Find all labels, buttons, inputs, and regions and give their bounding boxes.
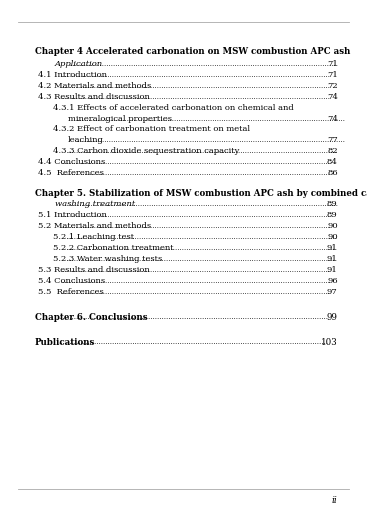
Text: ................................................................................: ........................................… (60, 288, 330, 296)
Text: 91: 91 (327, 266, 338, 274)
Text: ................................................................................: ........................................… (60, 277, 330, 285)
Text: 5.5  References: 5.5 References (38, 288, 103, 296)
Text: Chapter 6. Conclusions: Chapter 6. Conclusions (35, 313, 148, 322)
Text: 71: 71 (327, 71, 338, 79)
Text: 4.3.3 Carbon dioxide sequestration capacity: 4.3.3 Carbon dioxide sequestration capac… (53, 147, 240, 155)
Text: 90: 90 (327, 222, 338, 230)
Text: ................................................................................: ........................................… (75, 136, 345, 145)
Text: ................................................................................: ........................................… (69, 60, 339, 68)
Text: 5.3 Results and discussion: 5.3 Results and discussion (38, 266, 149, 274)
Text: 77: 77 (327, 136, 338, 145)
Text: Publications: Publications (35, 337, 95, 347)
Text: 86: 86 (327, 169, 338, 177)
Text: ................................................................................: ........................................… (68, 244, 338, 252)
Text: 5.2.3 Water washing tests: 5.2.3 Water washing tests (53, 255, 163, 263)
Text: ................................................................................: ........................................… (75, 114, 345, 123)
Text: ................................................................................: ........................................… (68, 255, 338, 263)
Text: 84: 84 (327, 158, 338, 166)
Text: ................................................................................: ........................................… (69, 200, 339, 209)
Text: ................................................................................: ........................................… (60, 222, 330, 230)
Text: 4.3 Results and discussion: 4.3 Results and discussion (38, 93, 150, 101)
Text: 89: 89 (327, 211, 338, 219)
Text: ii: ii (331, 496, 337, 505)
Text: Chapter 4 Accelerated carbonation on MSW combustion APC ash: Chapter 4 Accelerated carbonation on MSW… (35, 47, 350, 57)
Text: ................................................................................: ........................................… (60, 211, 330, 219)
Text: 74: 74 (327, 114, 338, 123)
Text: 82: 82 (327, 147, 338, 155)
Text: ................................................................................: ........................................… (68, 147, 338, 155)
Text: 5.4 Conclusions: 5.4 Conclusions (38, 277, 105, 285)
Text: leaching: leaching (68, 136, 104, 145)
Text: 72: 72 (327, 82, 338, 90)
Text: ................................................................................: ........................................… (60, 71, 330, 79)
Text: 4.3.2 Effect of carbonation treatment on metal: 4.3.2 Effect of carbonation treatment on… (53, 125, 250, 134)
Text: 97: 97 (327, 288, 338, 296)
Text: 90: 90 (327, 233, 338, 241)
Text: ................................................................................: ........................................… (68, 233, 338, 241)
Text: 4.2 Materials and methods: 4.2 Materials and methods (38, 82, 151, 90)
Text: Application: Application (55, 60, 103, 68)
Text: 91: 91 (327, 255, 338, 263)
Text: 5.2.1 Leaching test: 5.2.1 Leaching test (53, 233, 134, 241)
Text: Chapter 5. Stabilization of MSW combustion APC ash by combined carbonation and: Chapter 5. Stabilization of MSW combusti… (35, 189, 367, 198)
Text: 99: 99 (327, 313, 338, 322)
Text: 5.2.2 Carbonation treatment: 5.2.2 Carbonation treatment (53, 244, 174, 252)
Text: 91: 91 (327, 244, 338, 252)
Text: ................................................................................: ........................................… (60, 266, 330, 274)
Text: 103: 103 (321, 337, 338, 347)
Text: 4.5  References: 4.5 References (38, 169, 103, 177)
Text: 5.1 Introduction: 5.1 Introduction (38, 211, 107, 219)
Text: 4.3.1 Effects of accelerated carbonation on chemical and: 4.3.1 Effects of accelerated carbonation… (53, 103, 294, 112)
Text: 5.2 Materials and methods: 5.2 Materials and methods (38, 222, 151, 230)
Text: 4.1 Introduction: 4.1 Introduction (38, 71, 107, 79)
Text: 96: 96 (327, 277, 338, 285)
Text: washing treatment: washing treatment (55, 200, 135, 209)
Text: ................................................................................: ........................................… (60, 82, 330, 90)
Text: 74: 74 (327, 93, 338, 101)
Text: ................................................................................: ........................................… (59, 338, 328, 346)
Text: 71: 71 (327, 60, 338, 68)
Text: ................................................................................: ........................................… (60, 158, 330, 166)
Text: 89: 89 (327, 200, 338, 209)
Text: ................................................................................: ........................................… (60, 169, 330, 177)
Text: ................................................................................: ........................................… (60, 93, 330, 101)
Text: mineralogical properties: mineralogical properties (68, 114, 172, 123)
Text: 4.4 Conclusions: 4.4 Conclusions (38, 158, 105, 166)
Text: ................................................................................: ........................................… (59, 313, 328, 321)
